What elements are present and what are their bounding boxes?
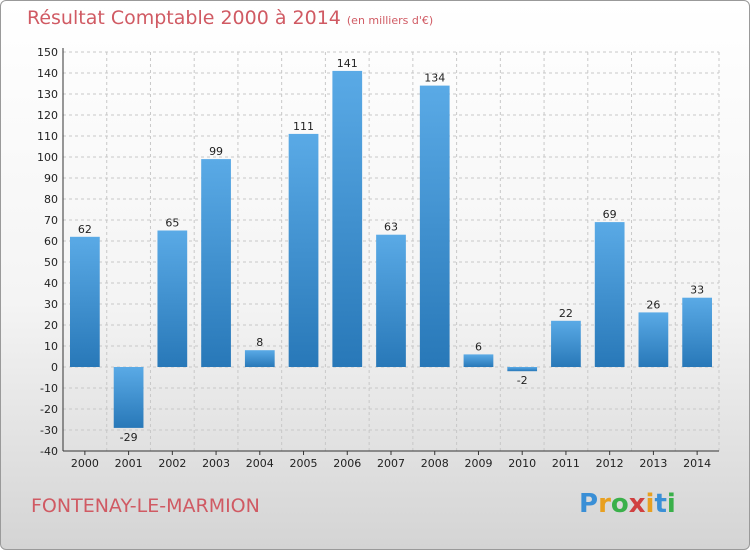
y-tick-label: 10: [44, 340, 58, 353]
bar-2014: [682, 297, 713, 367]
bar-2006: [332, 70, 363, 368]
x-tick-label: 2012: [596, 457, 624, 470]
data-label: 33: [690, 284, 704, 297]
label-layer: 62 -29 65 99 8 111 141 63 134 6 -2 22 69 26 33: [78, 57, 704, 444]
data-label: -2: [517, 374, 528, 387]
bar-2012: [594, 222, 625, 367]
logo-letter: r: [598, 489, 611, 519]
data-label: 69: [603, 208, 617, 221]
data-label: 62: [78, 223, 92, 236]
y-tick-label: -30: [40, 424, 58, 437]
proxiti-logo: Proxiti: [579, 489, 676, 519]
y-tick-label: 0: [51, 361, 58, 374]
y-tick-label: 100: [37, 151, 58, 164]
x-tick-label: 2010: [508, 457, 536, 470]
data-label: 65: [165, 217, 179, 230]
x-tick-label: 2011: [552, 457, 580, 470]
y-tick-label: 140: [37, 67, 58, 80]
bar-2010: [507, 367, 538, 372]
y-tick-label: 60: [44, 235, 58, 248]
bar-2009: [463, 354, 494, 367]
x-tick-label: 2007: [377, 457, 405, 470]
y-tick-label: 30: [44, 298, 58, 311]
y-tick-label: 130: [37, 88, 58, 101]
y-tick-label: 90: [44, 172, 58, 185]
bar-2013: [638, 312, 669, 367]
x-tick-label: 2013: [639, 457, 667, 470]
data-label: 99: [209, 145, 223, 158]
y-tick-label: -40: [40, 445, 58, 458]
bar-2008: [419, 85, 450, 367]
data-label: 141: [337, 57, 358, 70]
axis-layer: 1501401301201101009080706050403020100-10…: [37, 46, 719, 470]
x-tick-label: 2000: [71, 457, 99, 470]
logo-letter: o: [610, 489, 629, 519]
bar-2011: [551, 320, 581, 367]
bar-2003: [201, 159, 231, 367]
data-label: -29: [120, 431, 138, 444]
y-tick-label: 70: [44, 214, 58, 227]
bar-layer: [69, 70, 713, 428]
title-unit: (en milliers d'€): [346, 14, 434, 27]
bar-2000: [69, 236, 100, 367]
data-label: 22: [559, 307, 573, 320]
x-tick-label: 2006: [333, 457, 361, 470]
y-tick-label: 120: [37, 109, 58, 122]
bar-2005: [288, 133, 319, 367]
y-tick-label: 20: [44, 319, 58, 332]
logo-letter: i: [645, 489, 655, 519]
place-name: FONTENAY-LE-MARMION: [31, 495, 260, 517]
title-text: Résultat Comptable 2000 à 2014: [27, 7, 341, 29]
x-tick-label: 2003: [202, 457, 230, 470]
x-tick-label: 2005: [290, 457, 318, 470]
bar-2004: [244, 350, 275, 367]
data-label: 6: [475, 340, 482, 353]
x-tick-label: 2014: [683, 457, 711, 470]
bar-2001: [113, 367, 144, 428]
data-label: 134: [424, 72, 445, 85]
x-tick-label: 2002: [158, 457, 186, 470]
x-tick-label: 2008: [421, 457, 449, 470]
data-label: 111: [293, 120, 314, 133]
y-tick-label: 150: [37, 46, 58, 59]
x-tick-label: 2009: [464, 457, 492, 470]
chart-title: Résultat Comptable 2000 à 2014 (en millie…: [27, 7, 433, 29]
logo-letter: x: [628, 489, 646, 519]
logo-letter: i: [666, 489, 676, 519]
data-label: 8: [256, 336, 263, 349]
y-tick-label: 110: [37, 130, 58, 143]
bar-2007: [376, 234, 406, 367]
y-tick-label: 50: [44, 256, 58, 269]
data-label: 26: [646, 298, 660, 311]
y-tick-label: -10: [40, 382, 58, 395]
y-tick-label: 40: [44, 277, 58, 290]
logo-letter: P: [579, 489, 599, 519]
y-tick-label: -20: [40, 403, 58, 416]
y-tick-label: 80: [44, 193, 58, 206]
x-tick-label: 2004: [246, 457, 274, 470]
bar-2002: [157, 230, 188, 367]
data-label: 63: [384, 221, 398, 234]
logo-letter: t: [654, 489, 667, 519]
x-tick-label: 2001: [115, 457, 143, 470]
